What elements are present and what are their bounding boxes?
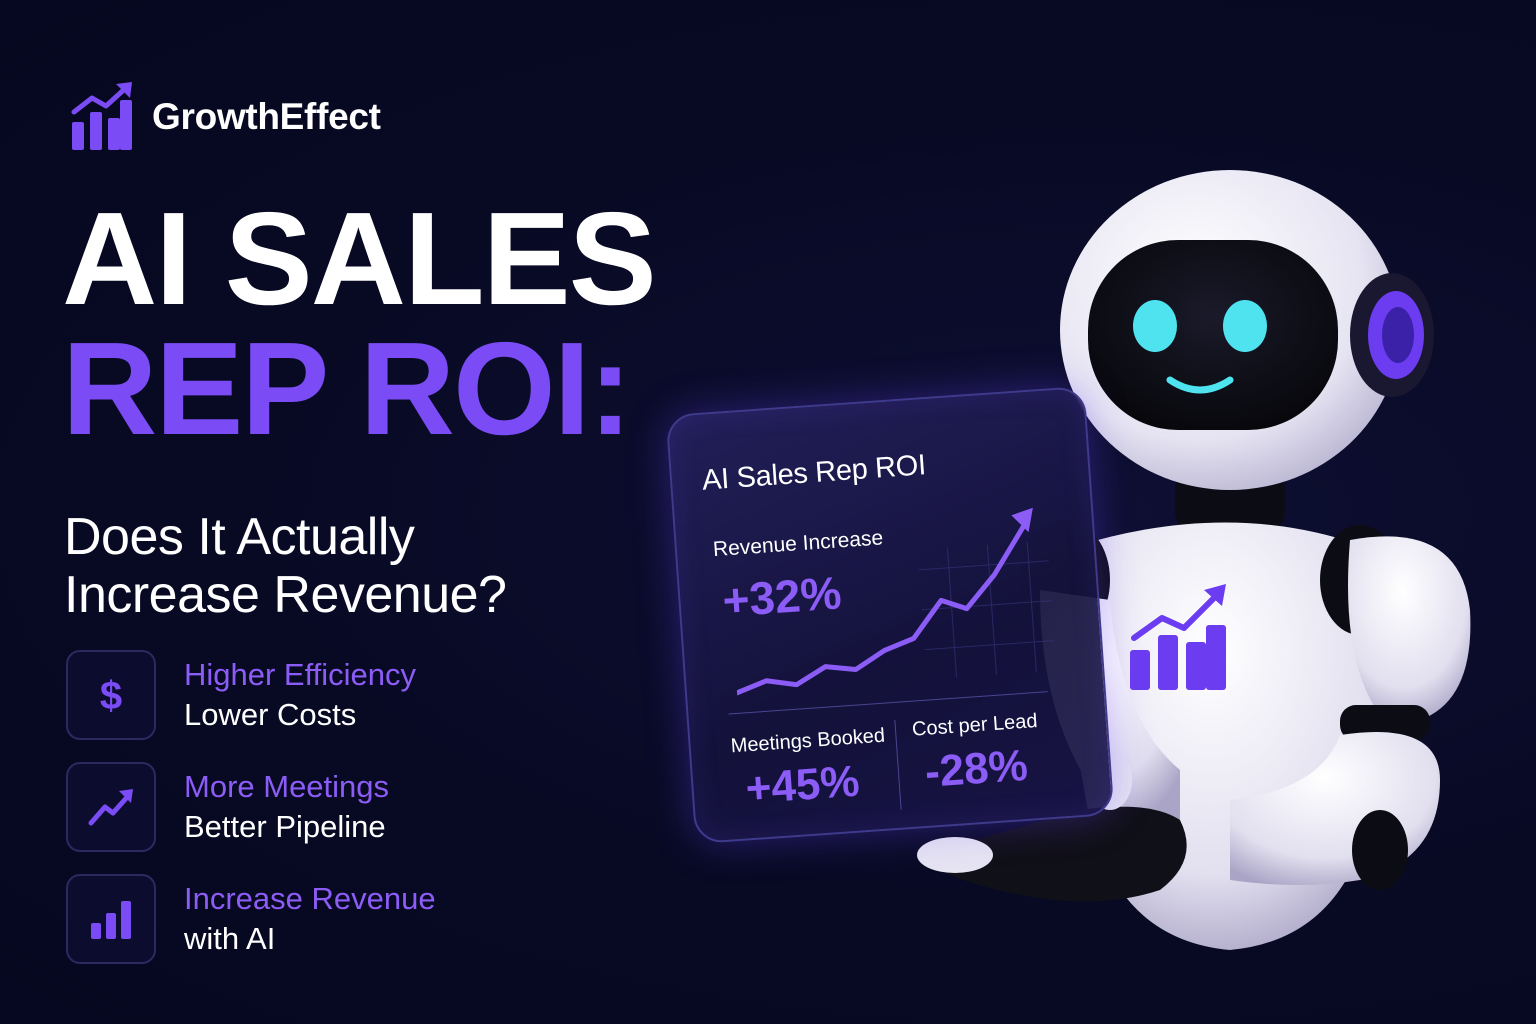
robot-illustration — [917, 170, 1471, 950]
feature-subtitle: Lower Costs — [184, 697, 357, 732]
headline-line1: AI SALES — [62, 185, 657, 332]
headline-line2: REP ROI: — [62, 315, 632, 462]
feature-icon-box — [66, 762, 156, 852]
feature-list: $ Higher Efficiency Lower Costs More Mee… — [66, 650, 436, 986]
cost-label: Cost per Lead — [911, 710, 1039, 741]
subhead: Does It Actually Increase Revenue? — [64, 508, 507, 624]
feature-title: Higher Efficiency — [184, 657, 417, 692]
bar-chart-icon — [91, 901, 131, 939]
feature-subtitle: Better Pipeline — [184, 809, 386, 844]
subhead-line2: Increase Revenue? — [64, 566, 507, 624]
feature-title: Increase Revenue — [184, 881, 436, 916]
feature-icon-box: $ — [66, 650, 156, 740]
card-title: AI Sales Rep ROI — [701, 449, 927, 497]
meetings-label: Meetings Booked — [730, 724, 886, 758]
growth-chart-icon — [71, 82, 132, 150]
roi-card: AI Sales Rep ROI Revenue Increase +32% M… — [665, 385, 1115, 845]
feature-icon-box — [66, 874, 156, 964]
feature-item: More Meetings Better Pipeline — [66, 762, 436, 852]
headline: AI SALES REP ROI: — [62, 185, 657, 462]
brand: GrowthEffect — [70, 82, 381, 152]
subhead-line1: Does It Actually — [64, 508, 415, 566]
meetings-value: +45% — [744, 756, 861, 814]
feature-item: Increase Revenue with AI — [66, 874, 436, 964]
trend-up-icon — [88, 789, 133, 826]
feature-title: More Meetings — [184, 769, 390, 804]
brand-name: GrowthEffect — [152, 96, 381, 137]
dollar-icon: $ — [100, 674, 122, 718]
revenue-trend-chart — [734, 507, 1055, 696]
cost-value: -28% — [923, 740, 1030, 797]
feature-item: $ Higher Efficiency Lower Costs — [66, 650, 436, 740]
card-vertical-divider — [894, 719, 902, 810]
svg-text:$: $ — [100, 674, 122, 718]
feature-subtitle: with AI — [184, 921, 276, 956]
